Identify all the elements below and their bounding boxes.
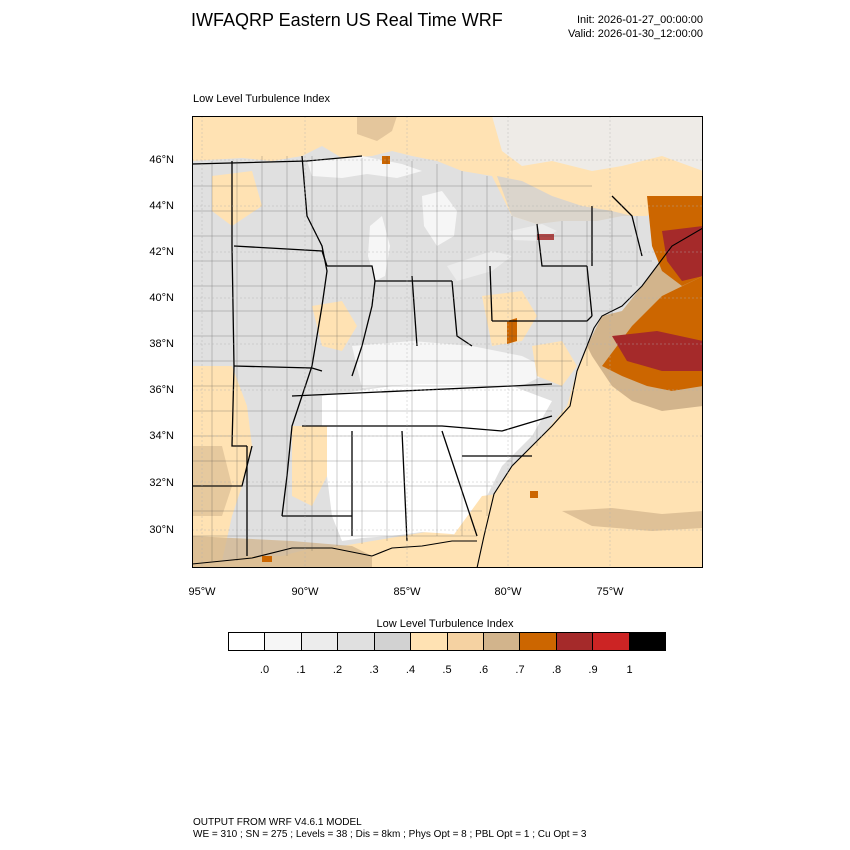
canada-patch [357, 116, 397, 141]
colorbar-tick-label: .8 [551, 664, 562, 676]
lat-label: 36°N [149, 384, 174, 396]
colorbar-swatch [593, 633, 630, 650]
lat-label: 32°N [149, 477, 174, 489]
lat-label: 44°N [149, 200, 174, 212]
ohio-valley-zone [352, 341, 552, 388]
offshore-orange-spot [530, 491, 538, 498]
lat-label: 38°N [149, 338, 174, 350]
lake-erie [447, 251, 512, 281]
canada-grey-region [492, 116, 703, 171]
colorbar-tick-label: .0 [259, 664, 270, 676]
atlantic-red-zone [612, 331, 703, 371]
init-time-label: Init: 2026-01-27_00:00:00 [577, 14, 703, 26]
colorbar-swatch [374, 633, 412, 650]
appalachian-tan-patch [482, 291, 537, 346]
lake-michigan [368, 216, 390, 281]
colorbar-swatch [483, 633, 521, 650]
lon-label: 95°W [188, 586, 216, 598]
colorbar-swatch [411, 633, 448, 650]
colorbar-tick-label: .6 [478, 664, 489, 676]
lon-label: 75°W [596, 586, 624, 598]
colorbar-swatch [265, 633, 302, 650]
colorbar-tick-label: .3 [369, 664, 379, 676]
colorbar-swatch [556, 633, 594, 650]
lake-huron [422, 191, 457, 246]
colorbar [228, 632, 666, 651]
gulf-orange-spot [262, 556, 272, 562]
lon-label: 90°W [291, 586, 319, 598]
colorbar-tick-label: .1 [296, 664, 306, 676]
lat-label: 34°N [149, 430, 174, 442]
colorbar-tick-label: .2 [332, 664, 343, 676]
virginia-tan-patch [532, 341, 577, 386]
colorbar-swatch [301, 633, 339, 650]
lat-label: 30°N [149, 524, 174, 536]
lat-label: 46°N [149, 154, 174, 166]
model-info-line: OUTPUT FROM WRF V4.6.1 MODEL [193, 817, 362, 828]
colorbar-swatch [229, 633, 266, 650]
lon-label: 80°W [494, 586, 522, 598]
model-config-line: WE = 310 ; SN = 275 ; Levels = 38 ; Dis … [193, 829, 587, 840]
turbulence-map [192, 116, 703, 568]
lat-label: 40°N [149, 292, 174, 304]
colorbar-swatch [338, 633, 375, 650]
colorbar-tick-label: 1 [626, 664, 633, 676]
map-frame [192, 116, 703, 568]
colorbar-tick-label: .5 [442, 664, 452, 676]
lon-label: 85°W [393, 586, 421, 598]
colorbar-title: Low Level Turbulence Index [376, 618, 514, 630]
colorbar-tick-label: .9 [588, 664, 598, 676]
gulf-of-maine-red-zone [662, 226, 703, 281]
illinois-tan-patch [312, 301, 357, 351]
ontario-grey-region [497, 176, 632, 228]
lat-label: 42°N [149, 246, 174, 258]
colorbar-swatch [520, 633, 557, 650]
offshore-tan-band [562, 508, 703, 531]
lake-ontario-spot [537, 234, 554, 240]
valid-time-label: Valid: 2026-01-30_12:00:00 [568, 28, 703, 40]
colorbar-swatch [447, 633, 484, 650]
coastlines [192, 227, 703, 568]
colorbar-tick-label: .4 [405, 664, 416, 676]
panel-title: Low Level Turbulence Index [193, 93, 330, 105]
page-title: IWFAQRP Eastern US Real Time WRF [191, 10, 503, 30]
colorbar-swatch [629, 633, 666, 650]
lake-superior [307, 156, 422, 178]
graticule [192, 116, 703, 568]
map-panel [192, 116, 703, 568]
colorbar-tick-label: .7 [515, 664, 525, 676]
